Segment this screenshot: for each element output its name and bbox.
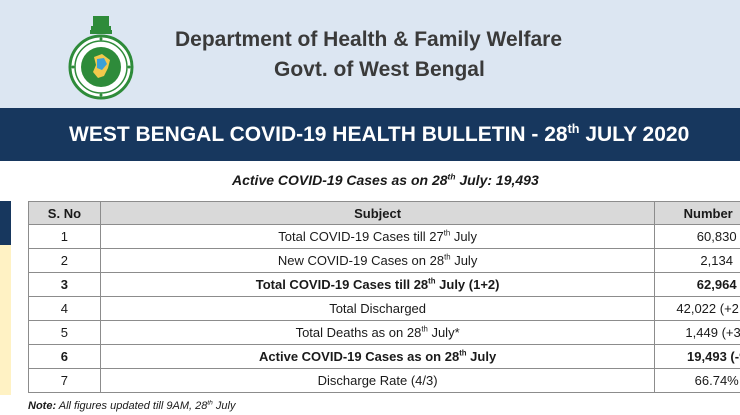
row-subject: Total COVID-19 Cases till 28th July (1+2…	[99, 272, 656, 297]
side-accent-dark	[0, 201, 11, 245]
department-name: Department of Health & Family Welfare	[175, 28, 563, 51]
row-number: 19,493 (-9	[654, 344, 740, 369]
row-subject: Total COVID-19 Cases till 27th July	[99, 224, 656, 249]
footnote: Note: All figures updated till 9AM, 28th…	[28, 399, 236, 412]
table-row: 2 New COVID-19 Cases on 28th July 2,134	[28, 248, 740, 273]
row-subject: New COVID-19 Cases on 28th July	[99, 248, 656, 273]
header-subject: Subject	[99, 201, 656, 225]
side-accent-light	[0, 245, 11, 395]
row-sno: 2	[28, 248, 101, 273]
table-row: 3 Total COVID-19 Cases till 28th July (1+…	[28, 272, 740, 297]
row-sno: 7	[28, 368, 101, 393]
bulletin-table: S. No Subject Number 1 Total COVID-19 Cas…	[28, 201, 740, 393]
government-name: Govt. of West Bengal	[274, 58, 485, 81]
header: Department of Health & Family Welfare Go…	[0, 0, 740, 108]
table-row: 6 Active COVID-19 Cases as on 28th July 19…	[28, 344, 740, 369]
header-sno: S. No	[28, 201, 101, 225]
table-row: 1 Total COVID-19 Cases till 27th July 60,8…	[28, 224, 740, 249]
row-number: 2,134	[654, 248, 740, 273]
row-sno: 3	[28, 272, 101, 297]
bulletin-title: WEST BENGAL COVID-19 HEALTH BULLETIN - 2…	[69, 122, 690, 146]
row-number: 1,449 (+38	[654, 320, 740, 345]
row-sno: 4	[28, 296, 101, 321]
row-number: 60,830	[654, 224, 740, 249]
row-number: 66.74%	[654, 368, 740, 393]
table-row: 7 Discharge Rate (4/3) 66.74%	[28, 368, 740, 393]
row-number: 62,964	[654, 272, 740, 297]
row-sno: 6	[28, 344, 101, 369]
active-cases-subtitle: Active COVID-19 Cases as on 28th July: 1…	[232, 171, 539, 188]
row-subject: Total Discharged	[99, 296, 656, 321]
row-subject: Active COVID-19 Cases as on 28th July	[99, 344, 656, 369]
header-number: Number	[654, 201, 740, 225]
table-header-row: S. No Subject Number	[28, 201, 740, 225]
row-sno: 5	[28, 320, 101, 345]
west-bengal-emblem-icon	[68, 16, 134, 100]
row-subject: Total Deaths as on 28th July*	[99, 320, 656, 345]
row-sno: 1	[28, 224, 101, 249]
row-number: 42,022 (+2,10	[654, 296, 740, 321]
row-subject: Discharge Rate (4/3)	[99, 368, 656, 393]
bulletin-banner: WEST BENGAL COVID-19 HEALTH BULLETIN - 2…	[0, 108, 740, 161]
